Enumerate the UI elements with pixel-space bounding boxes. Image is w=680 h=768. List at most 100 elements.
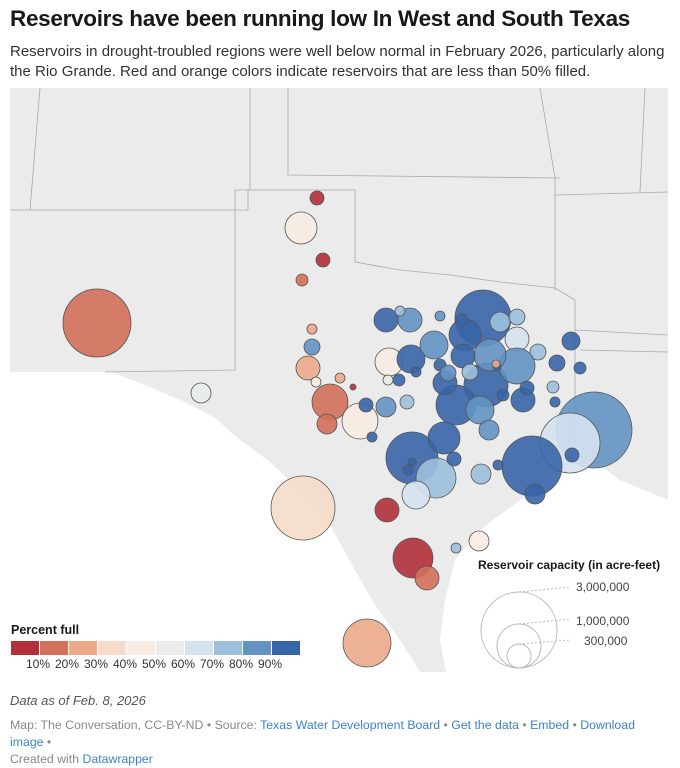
reservoir-bubble[interactable] (315, 252, 331, 268)
reservoir-bubble[interactable] (561, 331, 581, 351)
reservoir-bubble[interactable] (316, 413, 338, 435)
reservoir-bubble[interactable] (366, 431, 378, 443)
reservoir-bubble[interactable] (427, 421, 461, 455)
percent-legend-labels: 10% 20% 30% 40% 50% 60% 70% 80% 90% (26, 657, 287, 671)
legend-tick-label: 70% (200, 657, 225, 671)
reservoir-bubble[interactable] (62, 288, 132, 358)
reservoir-bubble[interactable] (401, 480, 431, 510)
reservoir-bubble[interactable] (306, 323, 318, 335)
reservoir-bubble[interactable] (310, 376, 322, 388)
reservoir-bubble[interactable] (375, 396, 397, 418)
reservoir-bubble[interactable] (465, 395, 495, 425)
capacity-legend-leader (518, 639, 571, 645)
reservoir-bubble[interactable] (303, 338, 321, 356)
reservoir-bubble[interactable] (468, 530, 490, 552)
state-border-line (579, 349, 669, 353)
reservoir-bubble[interactable] (410, 366, 422, 378)
reservoir-bubble[interactable] (402, 464, 414, 476)
reservoir-bubble[interactable] (573, 361, 587, 375)
capacity-legend-title: Reservoir capacity (in acre-feet) (478, 558, 661, 572)
reservoir-bubble[interactable] (548, 354, 566, 372)
legend-tick-label: 50% (142, 657, 167, 671)
capacity-label-1m: 1,000,000 (576, 614, 630, 628)
legend-tick-label: 60% (171, 657, 196, 671)
reservoir-bubble[interactable] (419, 330, 449, 360)
source-link[interactable]: Texas Water Development Board (260, 718, 441, 732)
reservoir-bubble[interactable] (564, 447, 580, 463)
legend-tick-label: 90% (258, 657, 283, 671)
legend-swatch (243, 641, 271, 655)
reservoir-bubble[interactable] (295, 273, 309, 287)
data-date-note: Data as of Feb. 8, 2026 (10, 693, 146, 708)
datawrapper-link[interactable]: Datawrapper (82, 752, 153, 766)
legend-tick-label: 20% (55, 657, 80, 671)
reservoir-bubble[interactable] (529, 343, 547, 361)
state-border-line (235, 189, 576, 455)
reservoir-bubble[interactable] (450, 542, 462, 554)
reservoir-bubble[interactable] (190, 382, 212, 404)
legend-swatch (98, 641, 126, 655)
reservoir-bubble[interactable] (392, 373, 406, 387)
chart-description: Reservoirs in drought-troubled regions w… (10, 43, 665, 80)
reservoir-bubble[interactable] (342, 618, 392, 668)
percent-legend-title: Percent full (11, 623, 80, 637)
reservoir-bubble[interactable] (478, 419, 500, 441)
created-with: Created with (10, 752, 80, 766)
reservoir-bubble[interactable] (496, 388, 510, 402)
reservoir-bubble[interactable] (374, 497, 400, 523)
capacity-label-300k: 300,000 (584, 634, 628, 648)
percent-legend-bar (11, 641, 301, 655)
legend-swatch (40, 641, 68, 655)
reservoir-bubble[interactable] (470, 463, 492, 485)
reservoir-bubble[interactable] (270, 475, 336, 541)
reservoir-bubble[interactable] (549, 396, 561, 408)
reservoir-bubbles (62, 190, 633, 668)
reservoir-bubble[interactable] (455, 313, 469, 327)
reservoir-bubble[interactable] (394, 305, 406, 317)
reservoir-bubble[interactable] (524, 483, 546, 505)
reservoir-bubble[interactable] (489, 311, 511, 333)
reservoir-bubble[interactable] (519, 380, 535, 396)
reservoir-bubble[interactable] (504, 326, 530, 352)
reservoir-bubble[interactable] (439, 364, 457, 382)
capacity-legend-leader (518, 618, 571, 625)
reservoir-bubble[interactable] (492, 459, 504, 471)
reservoir-bubble[interactable] (434, 310, 446, 322)
legend-swatch (185, 641, 213, 655)
capacity-legend-circle (480, 591, 558, 669)
reservoir-bubble[interactable] (508, 308, 526, 326)
legend-swatch (156, 641, 184, 655)
get-data-link[interactable]: Get the data (451, 718, 519, 732)
download-image-link[interactable]: Download image (10, 718, 635, 749)
reservoir-bubble[interactable] (546, 380, 560, 394)
capacity-label-3m: 3,000,000 (576, 580, 630, 594)
footer: Map: The Conversation, CC-BY-ND • Source… (10, 718, 635, 766)
legend-swatch (214, 641, 242, 655)
reservoir-bubble[interactable] (414, 565, 440, 591)
source-label: Source: (214, 718, 257, 732)
reservoir-bubble[interactable] (309, 190, 325, 206)
reservoir-bubble[interactable] (461, 363, 479, 381)
reservoir-bubble[interactable] (295, 355, 321, 381)
legend-tick-label: 30% (84, 657, 109, 671)
capacity-legend-circle (496, 623, 542, 669)
legend-swatch (127, 641, 155, 655)
embed-link[interactable]: Embed (530, 718, 570, 732)
capacity-legend-circle (506, 643, 532, 669)
reservoir-bubble[interactable] (349, 383, 357, 391)
reservoir-bubble[interactable] (491, 359, 501, 369)
reservoir-bubble[interactable] (373, 307, 399, 333)
reservoir-bubble[interactable] (407, 457, 417, 467)
legend-tick-label: 80% (229, 657, 254, 671)
reservoir-bubble[interactable] (284, 211, 318, 245)
legend-tick-label: 40% (113, 657, 138, 671)
reservoir-bubble[interactable] (446, 451, 462, 467)
legend-tick-label: 10% (26, 657, 51, 671)
reservoir-bubble[interactable] (334, 372, 346, 384)
reservoir-bubble[interactable] (382, 374, 394, 386)
legend-swatch (11, 641, 39, 655)
state-borders (10, 87, 669, 455)
state-border-line (539, 87, 556, 290)
reservoir-bubble[interactable] (399, 394, 415, 410)
reservoir-bubble[interactable] (358, 397, 374, 413)
